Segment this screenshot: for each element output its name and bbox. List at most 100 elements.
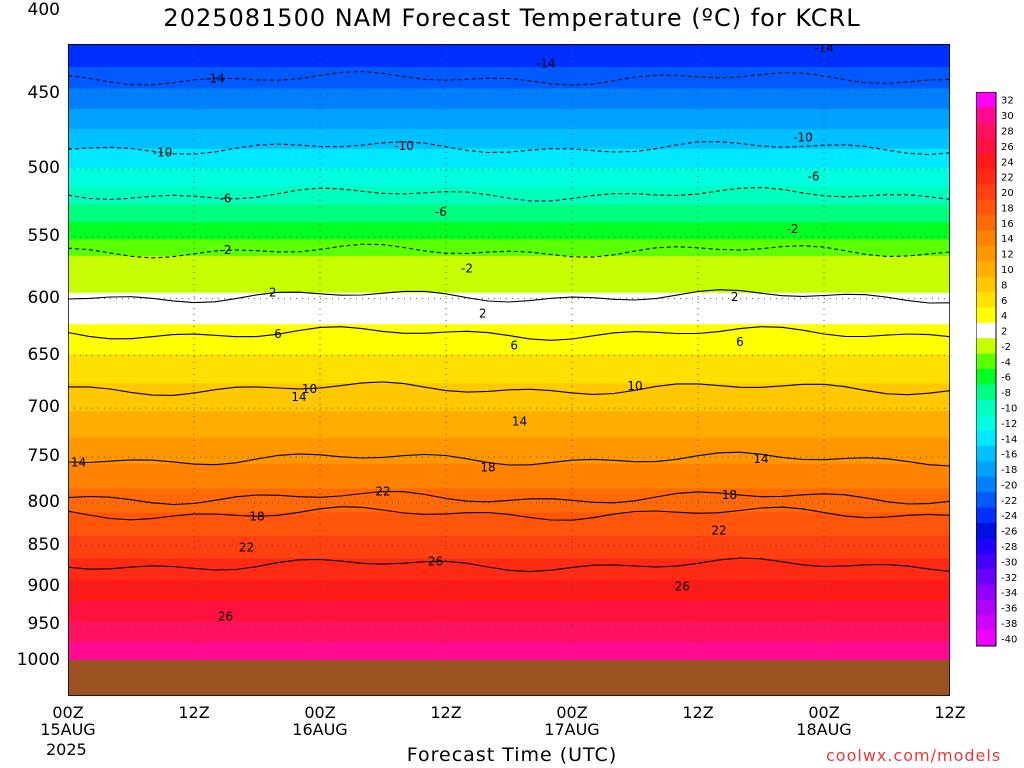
x-tick-label: 00Z 16AUG	[280, 704, 360, 738]
colorbar-swatch--12	[976, 415, 996, 432]
colorbar-swatch-26	[976, 138, 996, 155]
colorbar-label: 18	[1001, 203, 1014, 214]
colorbar-swatch--40	[976, 630, 996, 647]
colorbar-swatch--16	[976, 445, 996, 462]
colorbar-label: -26	[1001, 527, 1017, 538]
contour-10	[68, 381, 950, 396]
colorbar-label: 10	[1001, 265, 1014, 276]
colorbar-label: -36	[1001, 604, 1017, 615]
contour-label: 18	[722, 488, 737, 502]
colorbar-label: 16	[1001, 219, 1014, 230]
x-tick-date: 17AUG	[544, 720, 600, 739]
colorbar-label: -8	[1001, 388, 1011, 399]
contour-26	[68, 557, 950, 573]
y-tick-label: 550	[27, 225, 60, 246]
contour-label: 2	[479, 306, 487, 320]
colorbar-swatch-32	[976, 92, 996, 108]
colorbar-label: -20	[1001, 480, 1017, 491]
x-tick-date: 16AUG	[292, 720, 348, 739]
contour-label: -2	[220, 243, 232, 257]
y-tick-label: 750	[27, 446, 60, 467]
contour-label: 2	[269, 286, 277, 300]
contour-22	[68, 490, 950, 506]
contour-label: 18	[249, 509, 264, 523]
colorbar-label: 12	[1001, 250, 1014, 261]
colorbar-label: -18	[1001, 465, 1017, 476]
x-tick-time: 00Z	[808, 703, 840, 722]
contour--10	[68, 141, 950, 156]
contour-label: -6	[220, 192, 232, 206]
colorbar-swatch--4	[976, 353, 996, 370]
ground-surface	[68, 660, 950, 696]
contour-label: 10	[302, 382, 317, 396]
colorbar-label: -28	[1001, 542, 1017, 553]
colorbar-swatch-8	[976, 276, 996, 293]
x-tick-label: 00Z 15AUG	[28, 704, 108, 738]
colorbar-swatch-18	[976, 199, 996, 216]
colorbar-label: -24	[1001, 511, 1017, 522]
colorbar-label: 26	[1001, 142, 1014, 153]
x-tick-time: 12Z	[430, 703, 462, 722]
x-axis-year: 2025	[46, 740, 87, 759]
contour-6	[68, 326, 950, 341]
colorbar-swatch--38	[976, 615, 996, 632]
colorbar-label: -22	[1001, 496, 1017, 507]
colorbar-swatch-4	[976, 307, 996, 324]
contour-label: 22	[239, 540, 254, 554]
x-tick-time: 00Z	[304, 703, 336, 722]
watermark: coolwx.com/models	[826, 746, 1002, 765]
contour-label: 14	[71, 456, 86, 470]
contour-label: 6	[736, 335, 744, 349]
x-tick-label: 12Z	[658, 704, 738, 721]
x-tick-label: 12Z	[406, 704, 486, 721]
colorbar-label: -30	[1001, 557, 1017, 568]
colorbar-swatch--32	[976, 569, 996, 585]
colorbar-swatch-16	[976, 215, 996, 231]
y-tick-label: 400	[27, 0, 60, 20]
colorbar-label: 2	[1001, 327, 1007, 338]
contour-label: 26	[675, 579, 690, 593]
colorbar-swatch-2	[976, 322, 996, 339]
contour-18	[68, 506, 950, 521]
contour-label: 18	[480, 460, 495, 474]
colorbar-swatch-12	[976, 245, 996, 262]
x-tick-date: 15AUG	[40, 720, 96, 739]
contour-label: 10	[627, 379, 642, 393]
colorbar-label: -4	[1001, 357, 1011, 368]
colorbar-label: -16	[1001, 450, 1017, 461]
x-axis-label: Forecast Time (UTC)	[406, 744, 618, 766]
colorbar-label: -6	[1001, 373, 1011, 384]
contour-label: -6	[435, 205, 447, 219]
colorbar-swatch-6	[976, 292, 996, 308]
colorbar-label: -2	[1001, 342, 1011, 353]
y-tick-label: 450	[27, 83, 60, 104]
contour--2	[68, 243, 950, 259]
y-tick-label: 800	[27, 491, 60, 512]
x-tick-label: 12Z	[154, 704, 234, 721]
contour-label: -10	[793, 131, 813, 145]
colorbar-swatch-24	[976, 153, 996, 170]
colorbar-label: -10	[1001, 403, 1017, 414]
colorbar-label: -38	[1001, 619, 1017, 630]
colorbar-label: 28	[1001, 126, 1014, 137]
x-tick-time: 12Z	[682, 703, 714, 722]
x-tick-time: 12Z	[934, 703, 966, 722]
colorbar-label: 4	[1001, 311, 1007, 322]
contour-label: -10	[153, 146, 173, 160]
contour-label: 14	[512, 414, 527, 428]
contour-label: 22	[375, 484, 390, 498]
contour-label: 22	[711, 523, 726, 537]
colorbar-label: 6	[1001, 296, 1007, 307]
contour-label: 6	[510, 338, 518, 352]
x-tick-date: 18AUG	[796, 720, 852, 739]
colorbar-label: 22	[1001, 173, 1014, 184]
colorbar-label: 20	[1001, 188, 1014, 199]
contour-label: 26	[218, 610, 233, 624]
colorbar-swatch--22	[976, 492, 996, 508]
colorbar-label: -40	[1001, 634, 1017, 645]
colorbar-swatch--10	[976, 399, 996, 416]
contour-label: -6	[808, 170, 820, 184]
y-tick-label: 650	[27, 344, 60, 365]
colorbar-label: 30	[1001, 111, 1014, 122]
y-tick-label: 500	[27, 158, 60, 179]
